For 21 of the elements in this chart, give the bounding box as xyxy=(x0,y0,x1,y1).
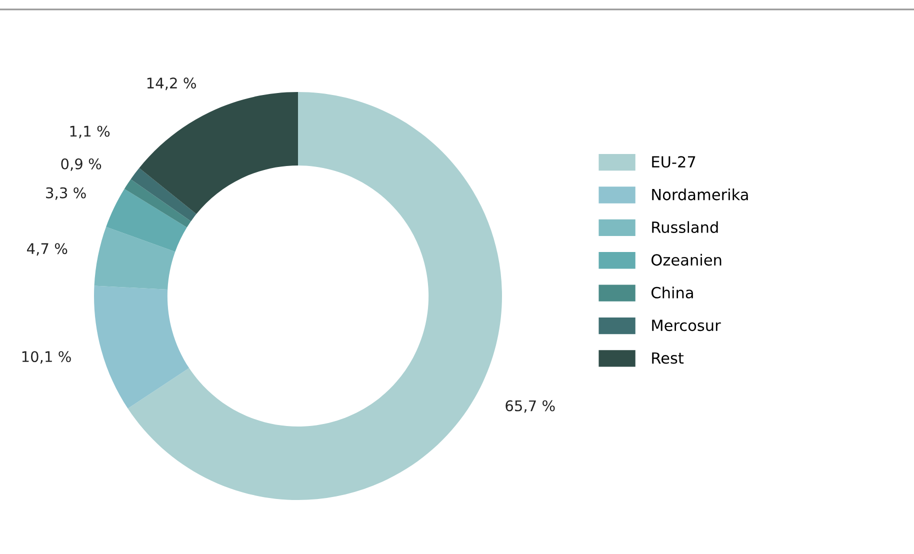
data-label: 10,1 % xyxy=(22,351,71,364)
data-label: 0,9 % xyxy=(61,158,102,171)
data-label: 4,7 % xyxy=(27,243,68,256)
legend-label: EU-27 xyxy=(652,156,696,168)
donut-slice xyxy=(139,92,298,214)
donut-slice xyxy=(128,92,502,500)
legend-label: Ozeanien xyxy=(652,254,722,266)
data-label: 14,2 % xyxy=(147,78,196,90)
legend-label: Rest xyxy=(652,352,684,364)
legend-label: Mercosur xyxy=(652,320,721,332)
donut-slice xyxy=(124,179,191,228)
donut-slice xyxy=(130,168,196,222)
legend-label: Russland xyxy=(652,221,718,234)
data-label: 65,7 % xyxy=(506,400,555,413)
legend-label: China xyxy=(652,286,693,298)
donut-slice xyxy=(94,286,190,409)
donut-slice xyxy=(94,226,176,290)
data-label: 1,1 % xyxy=(70,126,110,138)
data-label: 3,3 % xyxy=(46,187,86,200)
legend-label: Nordamerika xyxy=(652,188,748,200)
donut-slice xyxy=(106,188,187,252)
